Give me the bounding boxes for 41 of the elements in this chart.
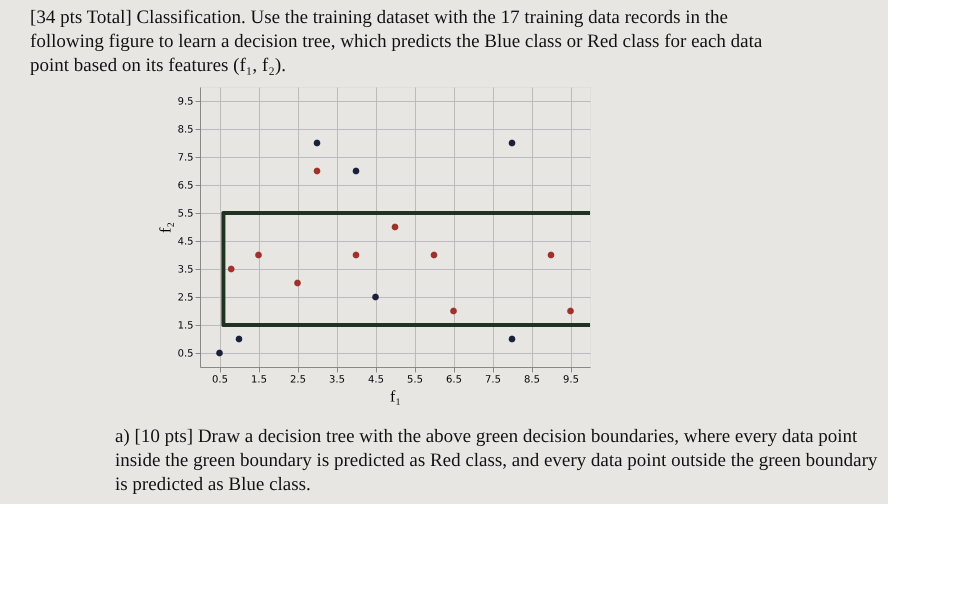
point	[352, 252, 360, 258]
x-tick-label: 0.5	[212, 374, 228, 386]
x-tick-label: 9.5	[563, 374, 579, 386]
point	[548, 252, 554, 258]
x-tick-label: 7.5	[485, 374, 501, 386]
y-tick-label: 1.5	[178, 320, 194, 332]
point	[314, 168, 320, 174]
point	[314, 140, 320, 146]
y-axis-title: f₂	[158, 222, 175, 233]
point	[430, 252, 438, 258]
x-axis-title: f₁	[390, 388, 401, 406]
x-tick-label: 8.5	[524, 374, 540, 386]
x-tick-label: 5.5	[407, 374, 423, 386]
x-tick-label: 2.5	[290, 374, 306, 386]
y-tick-label: 9.5	[178, 96, 194, 108]
chart-title: [34 pts Total] Classification. Use the training dataset with the 17 training data records in the following figure to learn a decision tree, which predicts the Blue class or Red class for each data point based on its features (f₁, f₂).	[30, 7, 763, 76]
point	[508, 140, 516, 146]
point	[392, 224, 398, 230]
y-tick-label: 3.5	[178, 264, 194, 276]
y-tick-label: 0.5	[178, 348, 194, 360]
point	[567, 308, 574, 314]
point	[372, 294, 379, 300]
point	[228, 266, 235, 272]
point	[352, 168, 360, 174]
point	[450, 308, 457, 314]
y-tick-label: 7.5	[178, 152, 194, 164]
x-tick-label: 3.5	[329, 374, 345, 386]
x-tick-label: 6.5	[446, 374, 462, 386]
y-tick-label: 6.5	[178, 180, 194, 192]
point	[216, 350, 223, 356]
point	[236, 336, 242, 342]
text: a) [10 pts] Draw a decision tree with the above green decision boundaries, where every data point inside the green boundary is predicted as Red class, and every data point outside the green boundary is predicted as Blue class.	[115, 426, 878, 495]
y-tick-label: 8.5	[178, 124, 194, 136]
x-tick-label: 1.5	[251, 374, 267, 386]
point	[294, 280, 301, 286]
y-tick-label: 2.5	[178, 292, 194, 304]
point	[255, 252, 262, 258]
y-tick-label: 4.5	[178, 236, 194, 248]
point	[508, 336, 516, 342]
y-tick-label: 5.5	[178, 208, 194, 220]
x-tick-label: 4.5	[368, 374, 384, 386]
